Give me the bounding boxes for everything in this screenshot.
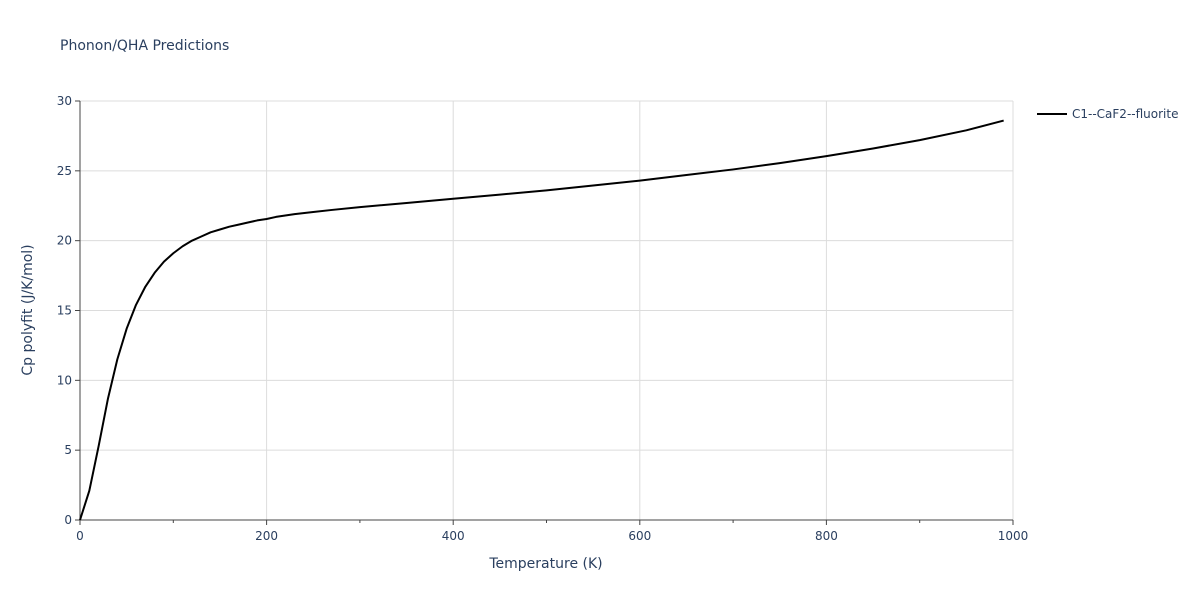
chart-title: Phonon/QHA Predictions <box>60 38 229 54</box>
x-axis-title: Temperature (K) <box>488 556 602 572</box>
x-tick-label: 800 <box>815 529 838 543</box>
grid <box>80 100 1014 520</box>
y-axis-title: Cp polyfit (J/K/mol) <box>20 244 36 375</box>
x-ticks: 0 200 400 600 800 1000 <box>76 520 1028 543</box>
y-tick-label: 15 <box>57 304 72 318</box>
y-tick-label: 10 <box>57 373 72 387</box>
x-tick-label: 0 <box>76 529 84 543</box>
y-tick-label: 25 <box>57 164 72 178</box>
y-ticks: 0 5 10 15 20 25 30 <box>57 94 80 527</box>
y-tick-label: 5 <box>64 443 72 457</box>
legend-label: C1--CaF2--fluorite <box>1072 107 1178 121</box>
series-group <box>79 119 1004 521</box>
x-tick-label: 1000 <box>998 529 1029 543</box>
x-tick-label: 600 <box>628 529 651 543</box>
y-tick-label: 30 <box>57 94 72 108</box>
x-tick-label: 400 <box>442 529 465 543</box>
y-tick-label: 0 <box>64 513 72 527</box>
series-line <box>79 119 1004 521</box>
y-tick-label: 20 <box>57 234 72 248</box>
x-tick-label: 200 <box>255 529 278 543</box>
legend[interactable]: C1--CaF2--fluorite <box>1037 107 1178 121</box>
